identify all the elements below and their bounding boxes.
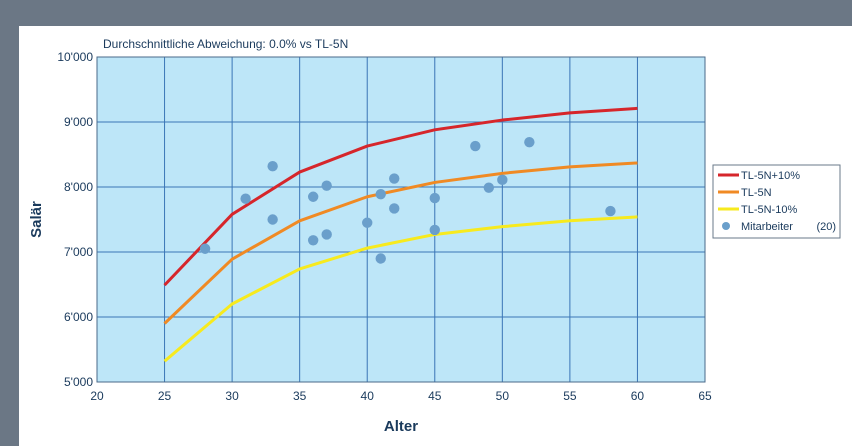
x-tick-label: 45 bbox=[428, 389, 442, 403]
x-axis-title: Alter bbox=[384, 418, 418, 435]
y-tick-label: 9'000 bbox=[64, 115, 93, 129]
legend-label: Mitarbeiter bbox=[741, 221, 793, 233]
employee-point bbox=[429, 224, 440, 236]
y-tick-label: 6'000 bbox=[64, 310, 93, 324]
employee-point bbox=[267, 214, 278, 225]
employee-point bbox=[524, 136, 535, 148]
x-tick-label: 40 bbox=[361, 389, 375, 403]
y-tick-label: 5'000 bbox=[64, 375, 93, 389]
employee-point bbox=[483, 182, 495, 193]
employee-point bbox=[389, 173, 400, 184]
series-line-tl-5n-10- bbox=[163, 106, 638, 287]
legend-count: (20) bbox=[816, 221, 836, 233]
employee-point bbox=[240, 193, 251, 204]
chart-title: Durchschnittliche Abweichung: 0.0% vs TL… bbox=[103, 37, 348, 51]
scatter-points bbox=[199, 136, 616, 264]
series-lines bbox=[163, 106, 638, 363]
series-line-tl-5n bbox=[163, 161, 638, 325]
y-tick-labels: 5'000 6'000 7'000 8'000 9'000 10'000 bbox=[57, 50, 93, 389]
employee-point bbox=[470, 140, 481, 152]
legend-label: TL-5N+10% bbox=[741, 170, 800, 182]
employee-point bbox=[375, 253, 386, 264]
legend-box bbox=[712, 164, 841, 239]
x-tick-labels: 20 25 30 35 40 45 50 55 60 65 bbox=[90, 389, 712, 403]
employee-point bbox=[362, 217, 373, 228]
plot-border bbox=[96, 56, 706, 383]
employee-point bbox=[267, 161, 278, 172]
employee-point bbox=[307, 235, 319, 246]
employee-point bbox=[605, 205, 616, 217]
employee-point bbox=[429, 192, 440, 204]
x-tick-label: 30 bbox=[225, 389, 239, 403]
series-line-tl-5n-10- bbox=[163, 215, 638, 363]
x-tick-label: 50 bbox=[496, 389, 510, 403]
y-tick-label: 8'000 bbox=[64, 180, 93, 194]
x-tick-label: 35 bbox=[293, 389, 307, 403]
employee-point bbox=[389, 203, 400, 214]
employee-point bbox=[199, 243, 211, 254]
y-axis-title: Salär bbox=[28, 201, 45, 238]
legend-label: TL-5N bbox=[741, 187, 772, 199]
employee-point bbox=[497, 174, 508, 186]
employee-point bbox=[375, 188, 386, 200]
x-tick-label: 25 bbox=[158, 389, 172, 403]
y-tick-label: 10'000 bbox=[57, 50, 93, 64]
legend: TL-5N+10% TL-5N TL-5N-10% Mitarbeiter (20) bbox=[712, 164, 841, 239]
x-tick-label: 20 bbox=[90, 389, 104, 403]
x-tick-label: 65 bbox=[698, 389, 712, 403]
employee-point bbox=[307, 191, 319, 202]
x-tick-label: 60 bbox=[631, 389, 645, 403]
legend-swatch bbox=[722, 222, 730, 230]
y-tick-label: 7'000 bbox=[64, 245, 93, 259]
legend-label: TL-5N-10% bbox=[741, 204, 797, 216]
employee-point bbox=[321, 180, 332, 191]
x-tick-label: 55 bbox=[563, 389, 577, 403]
employee-point bbox=[321, 229, 332, 240]
